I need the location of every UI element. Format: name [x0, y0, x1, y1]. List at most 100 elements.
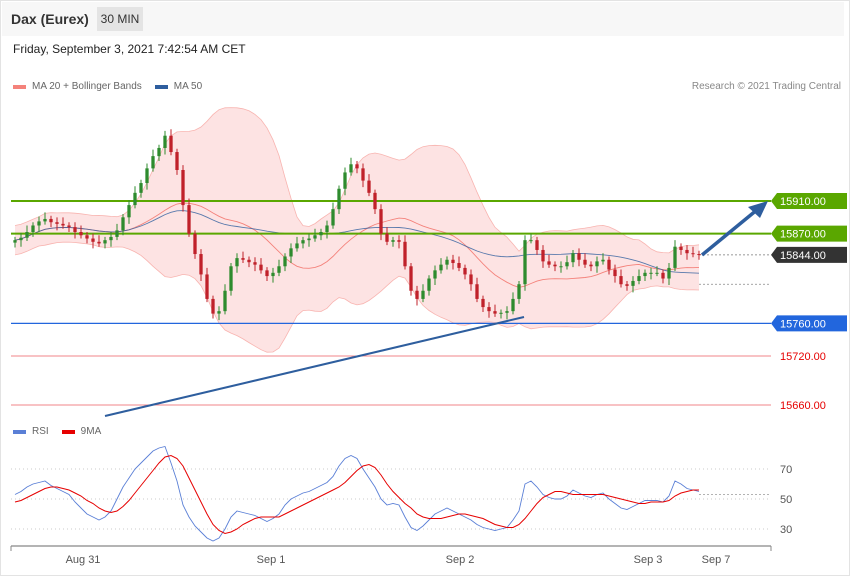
candle-body [493, 311, 497, 314]
candle-body [613, 269, 617, 277]
candle-body [187, 205, 191, 234]
candle-body [673, 246, 677, 268]
bollinger-lower-line [14, 241, 700, 353]
candle-body [655, 272, 659, 274]
candle-body [625, 284, 629, 286]
candle-body [91, 238, 95, 242]
candle-body [295, 243, 299, 249]
rsi-tick-label-70: 70 [780, 464, 792, 476]
candle-body [199, 254, 203, 275]
candle-body [529, 240, 533, 242]
rsi-9ma-line [14, 454, 699, 535]
candle-body [517, 284, 521, 299]
candle-body [193, 233, 197, 255]
candle-body [559, 266, 563, 268]
candle-body [409, 266, 413, 291]
candle-body [697, 254, 701, 256]
level-label-5: 15660.00 [780, 400, 826, 412]
x-tick-label-3: Sep 3 [634, 554, 663, 566]
candle-body [283, 256, 287, 267]
level-tag-2 [771, 246, 847, 263]
candle-body [415, 290, 419, 299]
candle-body [367, 180, 371, 193]
candle-body [631, 280, 635, 286]
candle-body [241, 258, 245, 260]
candle-body [139, 183, 143, 193]
legend-swatch-ma20 [13, 84, 26, 89]
x-axis: Aug 31 Sep 1 Sep 2 Sep 3 Sep 7 [10, 545, 772, 566]
level-tag-0 [771, 193, 847, 209]
candle-body [385, 233, 389, 242]
candle-body [373, 192, 377, 210]
legend-label-ma50: MA 50 [173, 81, 203, 92]
main-legend: MA 20 + Bollinger Bands MA 50 [13, 81, 202, 92]
candle-body [355, 164, 359, 169]
candle-body [541, 249, 545, 262]
legend-swatch-9ma [61, 429, 75, 434]
candle-body [217, 311, 221, 314]
rsi-tick-label-30: 30 [780, 524, 792, 536]
candle-body [85, 235, 89, 239]
candle-body [253, 262, 257, 265]
candle-body [487, 307, 491, 312]
forecast-arrow-head [748, 201, 768, 218]
candle-body [535, 240, 539, 250]
candle-body [103, 240, 107, 244]
candle-body [61, 223, 65, 226]
candle-body [463, 267, 467, 275]
legend-label-ma20: MA 20 + Bollinger Bands [32, 81, 142, 92]
candle-body [469, 274, 473, 285]
candle-body [67, 225, 71, 228]
legend-label-rsi: RSI [32, 426, 49, 437]
candle-body [97, 241, 101, 244]
level-label-1: 15870.00 [780, 229, 826, 241]
level-label-0: 15910.00 [780, 196, 826, 208]
candle-body [301, 240, 305, 244]
candle-body [511, 298, 515, 312]
candle-body [547, 261, 551, 265]
candle-body [571, 253, 575, 263]
candles [13, 129, 701, 321]
candle-body [319, 232, 323, 236]
candle-body [181, 169, 185, 206]
candle-body [25, 232, 29, 238]
candle-body [229, 266, 233, 291]
candle-body [643, 272, 647, 277]
candle-body [307, 238, 311, 241]
candle-body [343, 172, 347, 189]
rsi-panel: 30 50 70 [11, 445, 792, 542]
candle-body [403, 241, 407, 267]
candle-body [589, 264, 593, 267]
candle-body [145, 168, 149, 184]
legend-swatch-ma50 [154, 84, 168, 89]
candle-body [619, 276, 623, 285]
candle-body [49, 218, 53, 223]
x-tick-label-2: Sep 2 [446, 554, 475, 566]
candle-body [649, 272, 653, 274]
candle-body [553, 264, 557, 267]
candle-body [481, 298, 485, 308]
candle-body [31, 225, 35, 233]
candle-body [55, 222, 59, 224]
copyright-text: Research © 2021 Trading Central [691, 81, 841, 92]
candle-body [451, 259, 455, 264]
candle-body [121, 217, 125, 231]
legend-swatch-rsi [13, 429, 26, 434]
candle-body [379, 209, 383, 234]
candle-body [223, 290, 227, 312]
candle-body [109, 236, 113, 241]
candle-body [325, 225, 329, 233]
candle-body [79, 232, 83, 236]
candle-body [475, 284, 479, 299]
candle-body [433, 270, 437, 279]
candle-body [607, 259, 611, 270]
level-tag-1 [771, 225, 847, 242]
candle-body [13, 240, 17, 243]
level-label-2: 15844.00 [780, 250, 826, 262]
candle-body [439, 264, 443, 271]
rsi-tick-label-50: 50 [780, 494, 792, 506]
timeframe-badge[interactable]: 30 MIN [97, 7, 143, 31]
candle-body [115, 230, 119, 237]
candle-body [205, 274, 209, 299]
